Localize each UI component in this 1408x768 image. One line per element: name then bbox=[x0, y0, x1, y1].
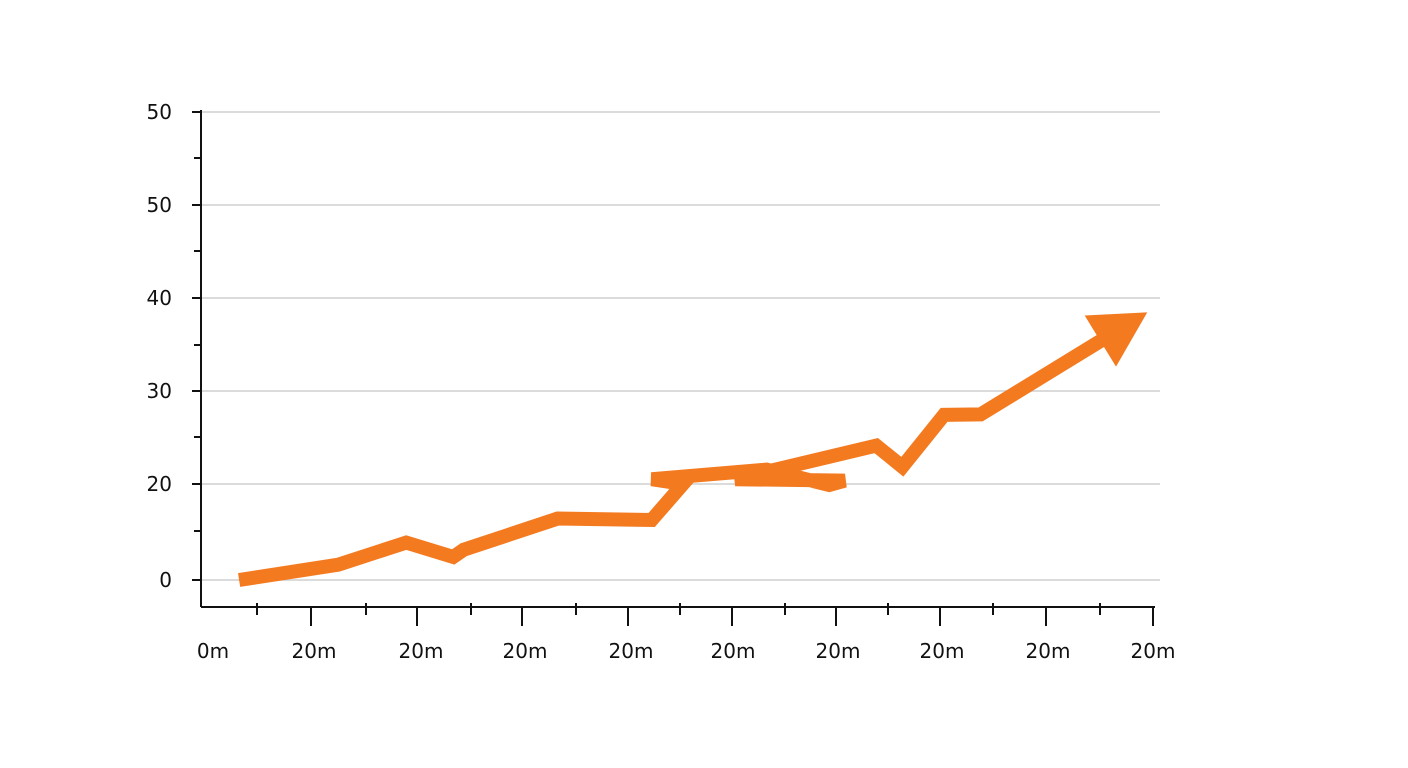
y-tick-label: 50 bbox=[147, 193, 172, 217]
x-tick-label: 20m bbox=[1026, 639, 1071, 663]
y-tick-label: 40 bbox=[147, 286, 172, 310]
data-point bbox=[943, 414, 945, 416]
data-point bbox=[557, 518, 559, 520]
data-point bbox=[980, 413, 982, 415]
data-point bbox=[682, 483, 684, 485]
y-tick-label: 0 bbox=[159, 568, 172, 592]
data-point bbox=[651, 519, 653, 521]
x-tick-label: 20m bbox=[292, 639, 337, 663]
data-point bbox=[238, 579, 240, 581]
data-point bbox=[1121, 327, 1123, 329]
data-point bbox=[901, 466, 903, 468]
data-point bbox=[875, 445, 877, 447]
label-layer: 0 20 30 40 50 50 0m 20m 20m 20m 20m 20m 20m 20m 20m 20m bbox=[147, 100, 1176, 663]
y-tick-label: 30 bbox=[147, 379, 172, 403]
x-tick-label: 0m bbox=[197, 639, 229, 663]
series-arrowhead bbox=[1084, 312, 1148, 367]
axis-layer bbox=[192, 110, 1155, 626]
x-tick-label: 20m bbox=[1131, 639, 1176, 663]
y-tick-label: 20 bbox=[147, 472, 172, 496]
data-point bbox=[734, 478, 736, 480]
data-point bbox=[452, 556, 454, 558]
data-point bbox=[337, 564, 339, 566]
data-point bbox=[651, 478, 653, 480]
series-line bbox=[238, 322, 1126, 587]
data-point bbox=[828, 484, 830, 486]
x-tick-label: 20m bbox=[609, 639, 654, 663]
data-point bbox=[844, 480, 846, 482]
data-point bbox=[463, 549, 465, 551]
x-tick-label: 20m bbox=[711, 639, 756, 663]
series-layer bbox=[238, 312, 1148, 587]
data-point bbox=[405, 542, 407, 544]
x-tick-label: 20m bbox=[399, 639, 444, 663]
x-tick-label: 20m bbox=[503, 639, 548, 663]
grid-layer bbox=[201, 111, 1160, 581]
y-tick-label: 50 bbox=[147, 100, 172, 124]
data-point bbox=[766, 469, 768, 471]
x-tick-label: 20m bbox=[920, 639, 965, 663]
x-tick-label: 20m bbox=[816, 639, 861, 663]
